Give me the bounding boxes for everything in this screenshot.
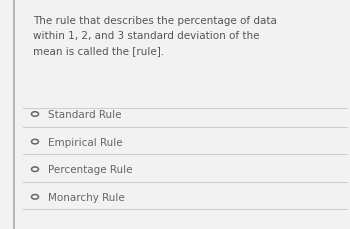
Text: Empirical Rule: Empirical Rule	[48, 137, 123, 147]
Text: Standard Rule: Standard Rule	[48, 109, 122, 120]
Text: Monarchy Rule: Monarchy Rule	[48, 192, 125, 202]
Text: The rule that describes the percentage of data
within 1, 2, and 3 standard devia: The rule that describes the percentage o…	[33, 16, 277, 55]
Text: Percentage Rule: Percentage Rule	[48, 164, 133, 174]
